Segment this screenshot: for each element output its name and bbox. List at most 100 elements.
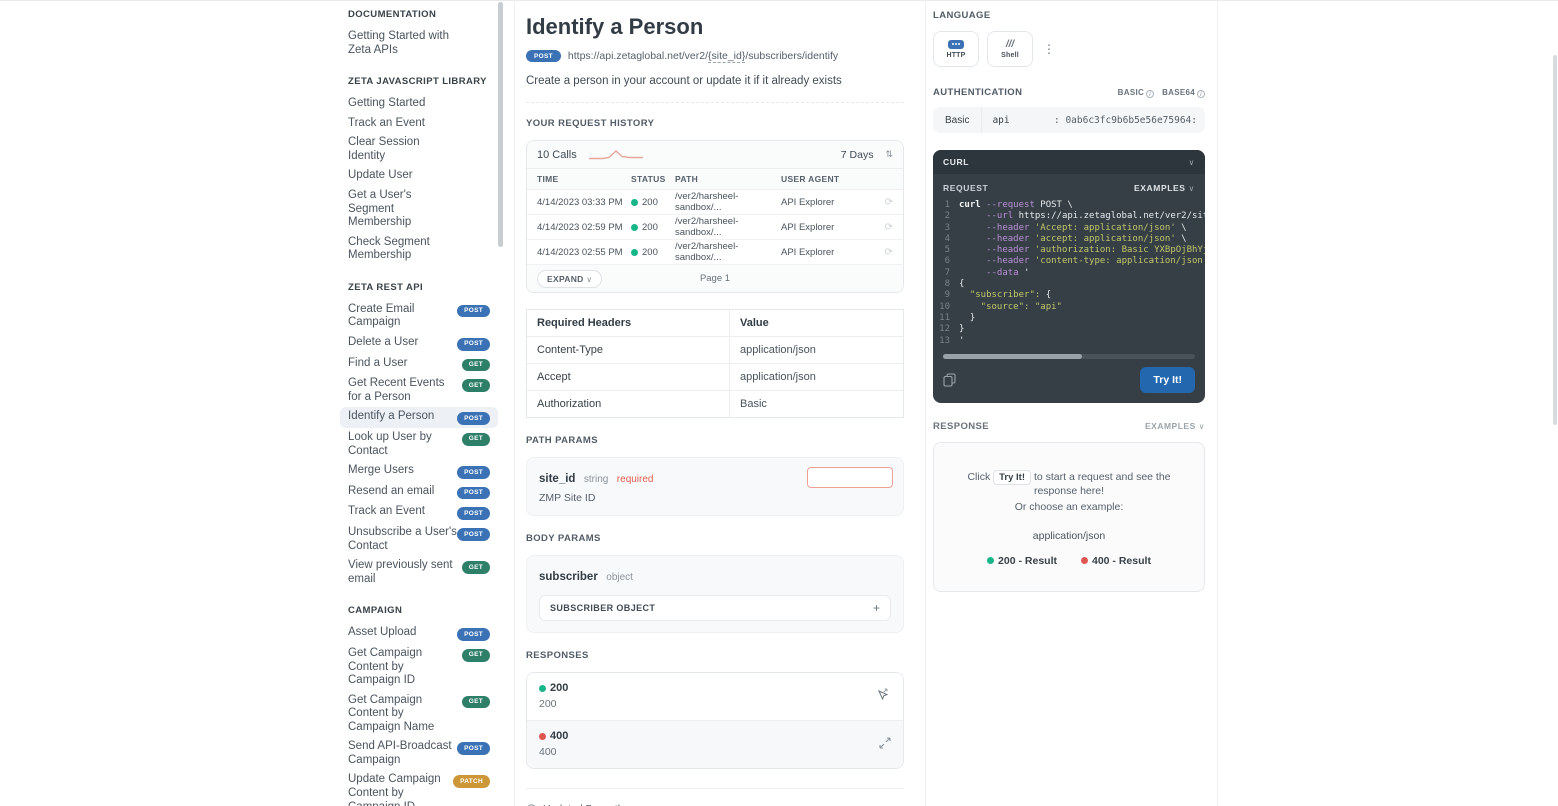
expand-response-icon[interactable] [879,736,891,754]
response-example-200-result[interactable]: 200 - Result [987,555,1057,567]
curl-title: CURL [943,157,970,167]
range-select[interactable]: 7 Days [840,148,874,161]
sidebar-item-track-an-event[interactable]: Track an Event [340,114,498,134]
sidebar-item-label: Update Campaign Content by Campaign ID [348,773,441,806]
code-hscrollbar-thumb[interactable] [943,353,1082,359]
sidebar-item-label: Getting Started with Zeta APIs [348,30,449,56]
sidebar-item-unsubscribe-a-user-s-contact[interactable]: Unsubscribe a User's Contact POST [340,523,498,556]
subscriber-object-expander[interactable]: SUBSCRIBER OBJECT + [539,595,891,621]
sidebar-item-clear-session-identity[interactable]: Clear Session Identity [340,133,498,166]
sidebar-item-merge-users[interactable]: Merge Users POST [340,461,498,482]
sidebar-item-create-email-campaign[interactable]: Create Email Campaign POST [340,300,498,333]
range-sort-icon[interactable]: ⇅ [885,149,893,159]
sidebar-item-getting-started-with-zeta-apis[interactable]: Getting Started with Zeta APIs [340,27,498,60]
param-type: object [606,572,633,583]
sidebar-item-identify-a-person[interactable]: Identify a Person POST [340,407,498,428]
sidebar-item-track-an-event[interactable]: Track an Event POST [340,502,498,523]
curl-code-block[interactable]: 1 curl --request POST \ 2 --url https://ap… [933,196,1205,351]
history-row[interactable]: 4/14/2023 02:55 PM 200/ver2/harsheel-sand… [527,240,903,265]
method-badge-post: POST [457,466,490,479]
request-history-header: 10 Calls 7 Days ⇅ [527,141,903,169]
response-row-200[interactable]: 200 200 [527,673,903,720]
sidebar-item-label: View previously sent email [348,559,453,585]
sidebar-item-label: Send API-Broadcast Campaign [348,740,452,766]
response-examples-dropdown[interactable]: EXAMPLES ∨ [1145,421,1205,432]
language-http-button[interactable]: HTTP [933,31,979,67]
basic-toggle[interactable]: BASIC i [1118,88,1155,98]
chevron-down-icon[interactable]: ∨ [1188,157,1195,167]
request-examples-dropdown[interactable]: EXAMPLES ∨ [1134,183,1195,193]
code-hscrollbar[interactable] [943,353,1195,359]
info-icon[interactable]: i [1146,89,1155,98]
chevron-down-icon: ∨ [1188,184,1195,193]
retry-icon[interactable]: ⟳ [884,246,893,258]
line-number: 9 [944,290,950,301]
sidebar-item-update-user[interactable]: Update User [340,166,498,186]
site-id-url-param[interactable]: {site_id} [708,50,746,63]
history-columns: TIME STATUS PATH USER AGENT [527,169,903,190]
code-token: ' [1018,267,1030,278]
sidebar-item-update-campaign-content-by-campaign-id[interactable]: Update Campaign Content by Campaign ID PA… [340,770,498,806]
sidebar-item-get-campaign-content-by-campaign-id[interactable]: Get Campaign Content by Campaign ID GET [340,644,498,691]
sidebar-section-title: ZETA JAVASCRIPT LIBRARY [348,76,487,88]
body-params-heading: BODY PARAMS [526,533,601,544]
sidebar-item-delete-a-user[interactable]: Delete a User POST [340,333,498,354]
expand-button[interactable]: EXPAND ∨ [537,269,603,288]
history-footer: EXPAND ∨ Page 1 [527,265,903,292]
method-badge-post: POST [457,412,490,425]
required-headers-table: Required Headers Value Content-Type appli… [526,309,904,418]
code-line: 10 "source": "api" [933,302,1205,313]
info-icon[interactable]: i [1197,89,1205,98]
code-token: { [1045,290,1052,301]
line-number: 8 [944,279,950,290]
code-token: --header [959,233,1030,244]
code-token: { [959,279,965,290]
response-placeholder: Click Try It! to start a request and see… [933,441,1205,592]
sidebar-scrollbar[interactable] [498,2,503,247]
top-border [0,0,1558,1]
plus-icon[interactable]: + [872,601,880,615]
param-type: string [583,474,609,485]
more-languages-icon[interactable]: ⋮ [1043,42,1055,56]
try-it-button[interactable]: Try It! [1140,366,1195,393]
expand-response-icon[interactable] [876,687,891,707]
calls-count: 10 Calls [537,148,577,161]
code-token: 'authorization: Basic YXBpOjBhYjZjM2ZjOW [1034,245,1205,256]
auth-username-field[interactable]: api [981,107,1054,133]
sidebar-section-title: CAMPAIGN [348,605,403,617]
code-token: --header [959,222,1030,233]
sidebar-item-get-a-user-s-segment-membership[interactable]: Get a User's Segment Membership [340,186,498,233]
response-row-400[interactable]: 400 400 [527,720,903,768]
language-shell-button[interactable]: /// Shell [987,31,1033,67]
code-line: 6 --header 'content-type: application/js… [933,256,1205,267]
page-indicator: Page 1 [699,273,731,284]
sidebar-item-get-recent-events-for-a-person[interactable]: Get Recent Events for a Person GET [340,374,498,407]
sidebar-item-find-a-user[interactable]: Find a User GET [340,354,498,375]
sidebar-item-resend-an-email[interactable]: Resend an email POST [340,482,498,503]
sidebar-item-asset-upload[interactable]: Asset Upload POST [340,623,498,644]
site-id-input[interactable] [807,467,893,488]
sidebar-item-getting-started[interactable]: Getting Started [340,94,498,114]
sidebar-item-get-campaign-content-by-campaign-name[interactable]: Get Campaign Content by Campaign Name GET [340,691,498,738]
history-path: /ver2/harsheel-sandbox/... [675,216,739,238]
copy-icon[interactable] [943,373,956,387]
retry-icon[interactable]: ⟳ [884,196,893,208]
history-status: 200 [631,222,675,233]
history-row[interactable]: 4/14/2023 03:33 PM 200/ver2/harsheel-sand… [527,190,903,215]
page-scrollbar[interactable] [1553,55,1557,425]
history-row[interactable]: 4/14/2023 02:59 PM 200/ver2/harsheel-sand… [527,215,903,240]
auth-password-field[interactable]: : 0ab6c3fc9b6b5e56e75964: [1054,114,1197,126]
sidebar-item-look-up-user-by-contact[interactable]: Look up User by Contact GET [340,428,498,461]
curl-panel-header[interactable]: CURL ∨ [933,150,1205,174]
retry-icon[interactable]: ⟳ [884,221,893,233]
sidebar-item-check-segment-membership[interactable]: Check Segment Membership [340,233,498,266]
main-panel-divider [925,0,926,806]
response-example-400-result[interactable]: 400 - Result [1081,555,1151,567]
base64-toggle[interactable]: BASE64 i [1162,88,1205,98]
code-token: --header [959,256,1030,267]
request-label: REQUEST [943,183,989,193]
sidebar-section-zeta-javascript-library: ZETA JAVASCRIPT LIBRARY Getting Started Tr… [340,76,498,266]
sidebar-item-send-api-broadcast-campaign[interactable]: Send API-Broadcast Campaign POST [340,737,498,770]
sidebar-item-view-previously-sent-email[interactable]: View previously sent email GET [340,556,498,589]
code-line: 13 ' [933,336,1205,347]
